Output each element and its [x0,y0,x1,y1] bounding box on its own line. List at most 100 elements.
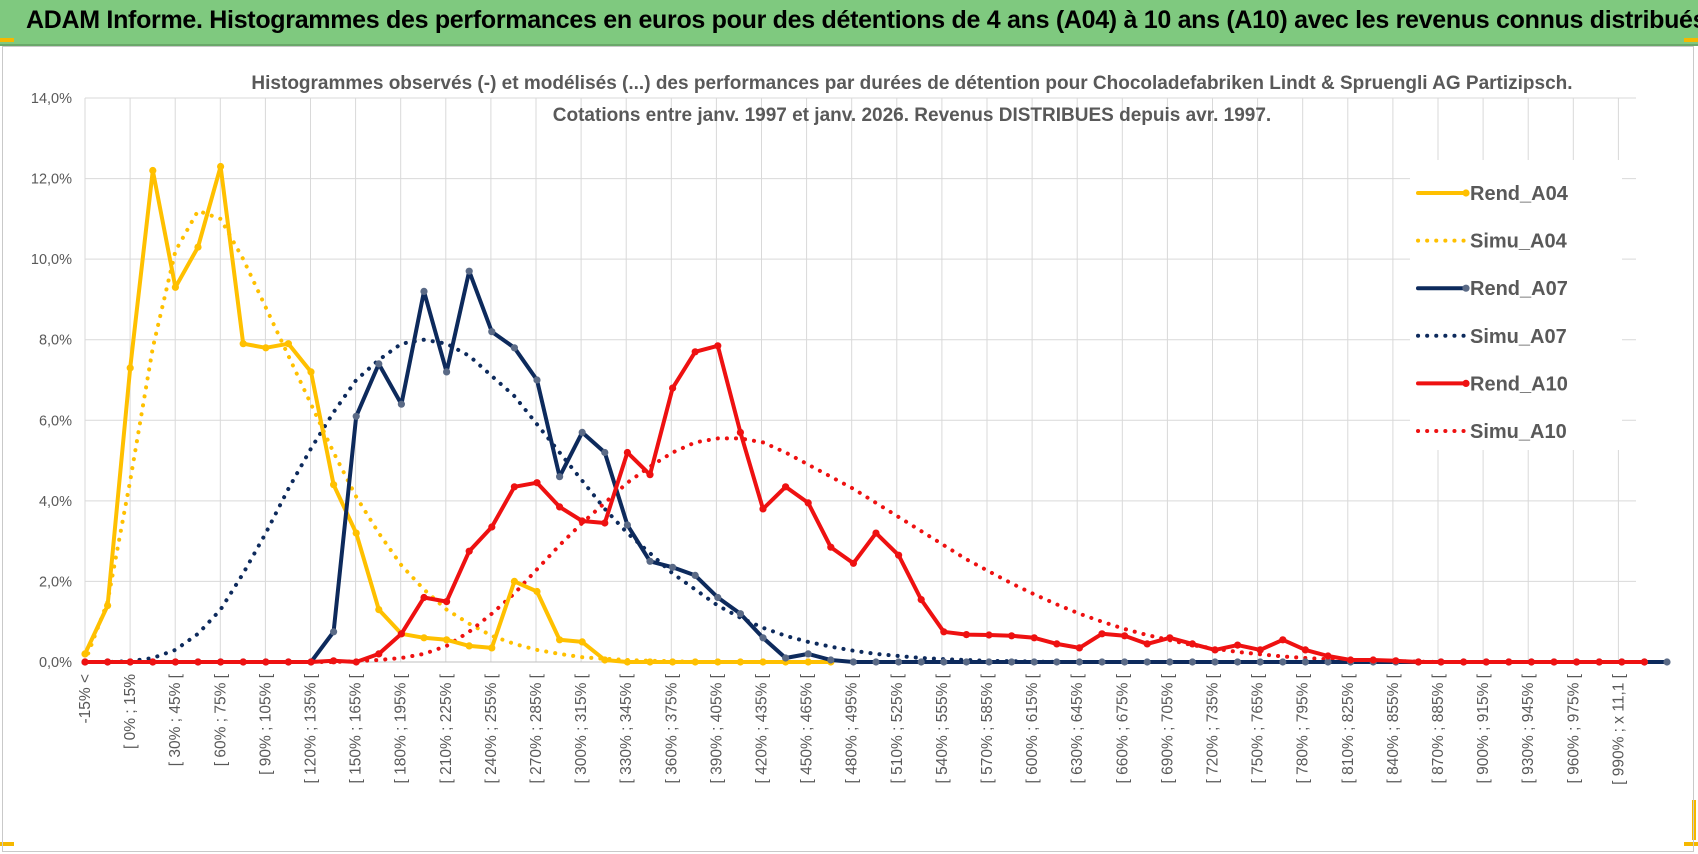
series-point-rend_a07 [397,400,405,408]
series-point-rend_a10 [1482,658,1490,666]
series-point-rend_a07 [510,344,518,352]
series-point-rend_a07 [352,412,360,420]
series-point-rend_a10 [1347,656,1355,664]
series-point-rend_a07 [736,610,745,618]
series-point-rend_a10 [940,628,948,636]
series-point-rend_a10 [601,519,609,527]
x-tick-label: [ 450% ; 465% [ [799,673,816,783]
y-tick-label: 4,0% [39,494,72,510]
series-point-rend_a07 [804,650,812,658]
corner-accent [0,38,14,42]
series-point-rend_a07 [917,658,925,666]
series-point-rend_a07 [330,628,338,636]
y-tick-label: 14,0% [31,91,72,107]
series-point-rend_a10 [578,517,586,525]
series-point-rend_a07 [962,658,971,666]
series-point-rend_a04 [375,606,383,614]
series-point-rend_a04 [420,634,428,642]
series-point-rend_a10 [443,598,451,606]
series-point-rend_a04 [691,658,699,666]
series-point-rend_a10 [1256,646,1264,654]
series-point-rend_a07 [1030,658,1038,666]
series-line-simu_a04 [83,208,720,664]
series-point-rend_a10 [962,631,971,639]
series-point-rend_a07 [827,656,835,664]
series-point-rend_a07 [375,360,383,368]
series-point-rend_a04 [578,638,586,646]
series-point-rend_a10 [714,342,722,350]
x-tick-label: [ 360% ; 375% [ [663,673,680,783]
series-point-rend_a10 [1166,634,1174,642]
series-point-rend_a04 [556,636,564,644]
legend-label-simu_a04: Simu_A04 [1470,231,1568,253]
series-point-rend_a10 [985,631,993,639]
series-point-rend_a04 [623,658,632,666]
series-point-rend_a10 [669,384,677,392]
x-tick-label: [ 870% ; 885% [ [1430,673,1447,783]
series-point-rend_a10 [194,658,202,666]
x-tick-label: [ 330% ; 345% [ [618,673,635,783]
series-point-rend_a10 [533,479,541,487]
series-point-rend_a07 [1301,658,1309,666]
y-tick-label: 10,0% [31,252,72,268]
series-point-rend_a04 [262,344,270,352]
y-tick-label: 12,0% [31,172,72,188]
series-point-rend_a04 [804,658,812,666]
series-point-rend_a10 [1188,640,1196,648]
series-point-rend_a04 [284,340,292,348]
series-point-rend_a04 [714,658,722,666]
series-point-rend_a10 [488,523,496,531]
series-point-rend_a10 [1121,632,1129,640]
series-point-rend_a10 [81,658,89,666]
series-point-rend_a07 [985,658,993,666]
series-point-rend_a04 [126,364,134,372]
x-tick-label: [ 120% ; 135% [ [303,673,320,783]
series-point-rend_a10 [239,658,247,666]
x-tick-label: [ 480% ; 495% [ [844,673,861,783]
legend-label-rend_a10: Rend_A10 [1470,373,1568,395]
series-line-rend_a04 [83,164,833,664]
series-point-rend_a10 [1369,656,1377,664]
series-point-rend_a10 [1211,646,1219,654]
series-point-rend_a07 [1211,658,1219,666]
x-tick-label: [ 900% ; 915% [ [1475,673,1492,783]
series-point-rend_a10 [849,559,858,567]
chart-frame [2,46,1694,852]
series-point-rend_a10 [510,483,518,491]
series-point-rend_a10 [1414,658,1422,666]
series-point-rend_a10 [1618,658,1626,666]
series-point-rend_a10 [104,658,112,666]
report-title: ADAM Informe. Histogrammes des performan… [26,6,1698,34]
legend-background [1410,160,1622,450]
x-tick-label: [ 660% ; 675% [ [1114,673,1131,783]
chart-grid [84,97,1636,663]
x-tick-label: [ 270% ; 285% [ [528,673,545,783]
series-point-rend_a10 [330,657,338,665]
series-point-rend_a10 [352,658,360,666]
series-point-rend_a10 [872,529,880,537]
series-point-rend_a04 [646,658,654,666]
series-point-rend_a10 [171,658,179,666]
series-point-rend_a04 [443,636,451,644]
series-point-rend_a04 [149,166,157,175]
y-axis: 0,0% 2,0% 4,0% 6,0% 8,0% 10,0% 12,0% 14,0% [31,91,72,671]
series-point-rend_a04 [194,243,202,251]
series-point-rend_a10 [623,448,632,457]
series-point-rend_a10 [284,658,292,666]
series-point-rend_a04 [759,658,767,666]
x-tick-label: [ 780% ; 795% [ [1295,673,1312,783]
series-point-rend_a10 [217,658,225,666]
series-point-rend_a07 [443,368,451,376]
x-tick-label: [ 810% ; 825% [ [1340,673,1357,783]
series-point-rend_a07 [895,658,903,666]
series-point-rend_a07 [601,448,609,457]
series-point-rend_a04 [488,644,496,652]
y-tick-label: 6,0% [39,413,72,429]
x-tick-label: [ 540% ; 555% [ [934,673,951,783]
series-point-rend_a10 [1324,652,1332,660]
x-tick-label: [ 150% ; 165% [ [348,673,365,783]
series-point-rend_a07 [1234,658,1242,666]
legend-marker-rend_a04 [1462,189,1470,197]
series-point-rend_a10 [1505,658,1513,666]
series-point-rend_a07 [578,428,586,436]
